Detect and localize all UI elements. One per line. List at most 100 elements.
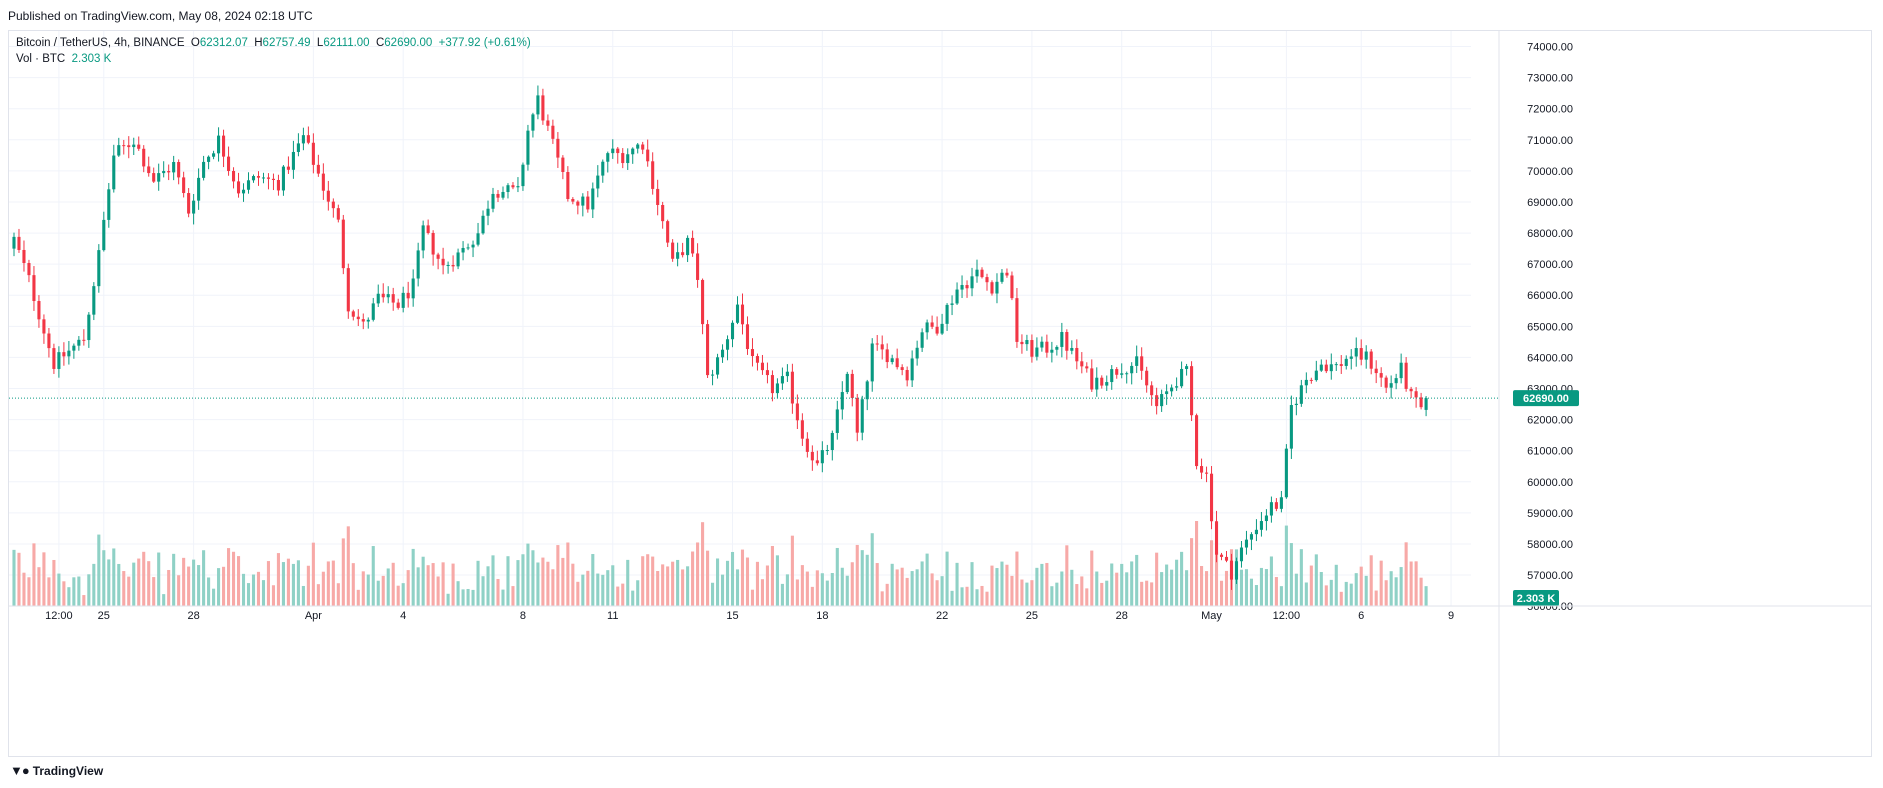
candle-body bbox=[261, 177, 266, 179]
candle-body bbox=[626, 154, 630, 164]
candle-body bbox=[157, 173, 161, 182]
volume-bar bbox=[1190, 538, 1194, 606]
volume-bar bbox=[406, 570, 410, 606]
tradingview-logo-icon: ▼● bbox=[10, 763, 30, 778]
volume-bar bbox=[830, 573, 834, 606]
candle-body bbox=[1045, 341, 1049, 353]
volume-bar bbox=[860, 550, 864, 606]
candle-body bbox=[870, 343, 874, 382]
candle-body bbox=[621, 153, 625, 164]
chart-pane[interactable]: 74000.00 73000.00 72000.00 71000.00 70000.00… bbox=[8, 30, 1872, 757]
candle-body bbox=[1175, 386, 1179, 388]
volume-bar bbox=[1080, 576, 1084, 606]
candle-body bbox=[691, 237, 695, 254]
volume-bar bbox=[127, 576, 131, 606]
volume-bar bbox=[755, 561, 760, 606]
volume-bar bbox=[1284, 525, 1288, 606]
candle-body bbox=[985, 277, 989, 283]
candle-body bbox=[940, 323, 944, 334]
candle-body bbox=[217, 135, 221, 154]
candle-body bbox=[187, 193, 191, 214]
volume-bar bbox=[795, 579, 799, 606]
candle-body bbox=[1324, 364, 1328, 372]
candle-body bbox=[810, 451, 814, 461]
candlestick-chart[interactable]: 74000.00 73000.00 72000.00 71000.00 70000.00… bbox=[9, 31, 1871, 756]
volume-bar bbox=[77, 576, 81, 606]
volume-bar bbox=[875, 563, 879, 606]
candle-body bbox=[162, 171, 166, 174]
volume-bar bbox=[506, 556, 510, 606]
volume-bar bbox=[1095, 571, 1099, 606]
volume-bar bbox=[1180, 551, 1184, 606]
price-tick-label: 71000.00 bbox=[1527, 135, 1573, 147]
price-tick-label: 66000.00 bbox=[1527, 290, 1573, 302]
volume-bar bbox=[870, 533, 874, 606]
candle-body bbox=[765, 370, 769, 376]
candle-body bbox=[955, 289, 959, 304]
volume-bar bbox=[82, 595, 86, 606]
volume-bar bbox=[271, 585, 276, 606]
price-tick-label: 68000.00 bbox=[1527, 228, 1573, 240]
candle-body bbox=[1399, 362, 1403, 379]
volume-bar bbox=[281, 562, 285, 606]
volume-bar bbox=[1214, 551, 1219, 606]
candle-body bbox=[1190, 366, 1194, 416]
candle-body bbox=[1239, 547, 1244, 562]
candle-body bbox=[561, 157, 565, 173]
candle-body bbox=[1254, 529, 1258, 535]
candle-body bbox=[1304, 379, 1308, 386]
price-tick-label: 73000.00 bbox=[1527, 73, 1573, 85]
volume-bar bbox=[137, 558, 141, 606]
tradingview-brand[interactable]: ▼● TradingView bbox=[10, 763, 103, 778]
candle-body bbox=[1274, 502, 1278, 509]
volume-bar bbox=[745, 557, 750, 606]
volume-bar bbox=[112, 548, 116, 606]
candle-body bbox=[581, 196, 585, 206]
volume-bar bbox=[1274, 577, 1278, 606]
candle-body bbox=[825, 450, 829, 452]
volume-bar bbox=[411, 548, 415, 606]
candle-body bbox=[236, 181, 241, 194]
volume-bar bbox=[1060, 571, 1064, 606]
volume-bar bbox=[980, 585, 984, 606]
candle-body bbox=[855, 397, 859, 433]
candle-body bbox=[1060, 332, 1064, 347]
time-tick-label: 28 bbox=[187, 610, 199, 622]
candle-body bbox=[1055, 346, 1059, 350]
legend-ohlc-row: Bitcoin / TetherUS, 4h, BINANCE O62312.0… bbox=[16, 35, 531, 51]
volume-bar bbox=[965, 586, 969, 606]
candle-body bbox=[1040, 341, 1044, 348]
volume-bar bbox=[775, 555, 779, 606]
candle-body bbox=[616, 148, 620, 154]
candle-body bbox=[496, 193, 500, 198]
volume-bar bbox=[27, 577, 31, 606]
candle-body bbox=[551, 125, 555, 139]
candle-body bbox=[446, 264, 450, 266]
volume-bar bbox=[810, 586, 814, 606]
volume-bar bbox=[576, 581, 580, 606]
candle-body bbox=[1289, 405, 1293, 449]
candle-body bbox=[656, 188, 660, 205]
volume-bar bbox=[621, 583, 625, 606]
volume-bar bbox=[97, 534, 101, 606]
volume-bar bbox=[1374, 590, 1378, 606]
volume-bar bbox=[67, 587, 71, 606]
candle-body bbox=[1424, 398, 1428, 410]
candle-body bbox=[775, 383, 779, 394]
volume-bar bbox=[346, 526, 350, 606]
candle-body bbox=[970, 276, 974, 289]
candle-body bbox=[246, 180, 251, 190]
volume-bar bbox=[541, 557, 545, 606]
volume-bar bbox=[227, 548, 231, 606]
candle-body bbox=[471, 244, 475, 248]
candle-body bbox=[541, 95, 545, 121]
time-tick-label: 18 bbox=[816, 610, 828, 622]
candle-body bbox=[82, 339, 86, 341]
candle-body bbox=[37, 301, 41, 320]
volume-bar bbox=[471, 589, 475, 606]
candle-body bbox=[341, 219, 345, 269]
candle-body bbox=[885, 349, 889, 363]
candle-body bbox=[1279, 497, 1283, 509]
price-tick-label: 59000.00 bbox=[1527, 508, 1573, 520]
candle-body bbox=[865, 381, 869, 400]
